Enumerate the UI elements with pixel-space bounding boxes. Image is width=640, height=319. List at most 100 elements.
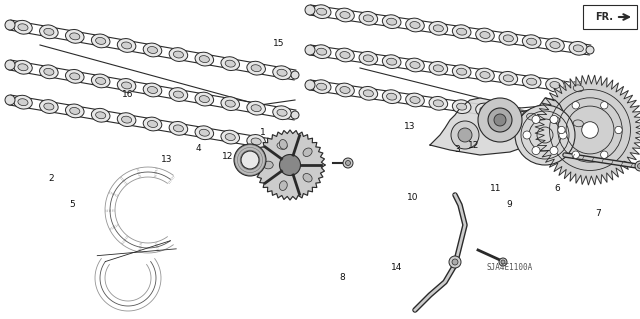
Circle shape bbox=[241, 151, 259, 169]
Circle shape bbox=[305, 5, 315, 15]
Circle shape bbox=[280, 154, 301, 175]
Circle shape bbox=[615, 126, 622, 134]
Ellipse shape bbox=[340, 52, 350, 58]
Ellipse shape bbox=[117, 39, 136, 52]
Text: SJA4E1100A: SJA4E1100A bbox=[487, 263, 533, 272]
Ellipse shape bbox=[527, 113, 537, 120]
Ellipse shape bbox=[277, 69, 287, 76]
Circle shape bbox=[600, 151, 608, 158]
FancyBboxPatch shape bbox=[583, 5, 637, 29]
Ellipse shape bbox=[225, 100, 236, 107]
Ellipse shape bbox=[70, 73, 80, 80]
Ellipse shape bbox=[251, 65, 261, 72]
Ellipse shape bbox=[550, 116, 560, 123]
Ellipse shape bbox=[480, 32, 490, 39]
Ellipse shape bbox=[199, 129, 209, 136]
Circle shape bbox=[494, 114, 506, 126]
Ellipse shape bbox=[18, 64, 28, 71]
Ellipse shape bbox=[95, 112, 106, 119]
Ellipse shape bbox=[433, 25, 444, 32]
Ellipse shape bbox=[273, 66, 291, 80]
Ellipse shape bbox=[92, 34, 110, 48]
Ellipse shape bbox=[122, 116, 132, 123]
Circle shape bbox=[451, 121, 479, 149]
Circle shape bbox=[586, 86, 594, 94]
Ellipse shape bbox=[546, 113, 564, 127]
Ellipse shape bbox=[13, 20, 32, 34]
Circle shape bbox=[488, 108, 512, 132]
Ellipse shape bbox=[452, 100, 471, 114]
Circle shape bbox=[305, 80, 315, 90]
Ellipse shape bbox=[143, 117, 162, 131]
Ellipse shape bbox=[40, 100, 58, 114]
Circle shape bbox=[5, 20, 15, 30]
Circle shape bbox=[5, 60, 15, 70]
Circle shape bbox=[550, 147, 558, 155]
Ellipse shape bbox=[382, 15, 401, 28]
Ellipse shape bbox=[336, 8, 355, 22]
Ellipse shape bbox=[279, 181, 287, 190]
Ellipse shape bbox=[527, 78, 537, 85]
Ellipse shape bbox=[40, 65, 58, 79]
Circle shape bbox=[499, 258, 507, 266]
Ellipse shape bbox=[65, 29, 84, 43]
Ellipse shape bbox=[195, 126, 214, 140]
Ellipse shape bbox=[410, 97, 420, 103]
Ellipse shape bbox=[312, 5, 331, 19]
Polygon shape bbox=[430, 98, 565, 155]
Text: 2: 2 bbox=[49, 174, 54, 183]
Ellipse shape bbox=[476, 28, 494, 42]
Ellipse shape bbox=[312, 80, 331, 93]
Text: 14: 14 bbox=[391, 263, 403, 272]
Ellipse shape bbox=[503, 110, 513, 117]
Ellipse shape bbox=[13, 95, 32, 109]
Ellipse shape bbox=[173, 125, 184, 132]
Ellipse shape bbox=[573, 45, 584, 52]
Circle shape bbox=[586, 46, 594, 54]
Ellipse shape bbox=[279, 139, 287, 149]
Circle shape bbox=[572, 151, 579, 158]
Ellipse shape bbox=[147, 86, 157, 93]
Ellipse shape bbox=[452, 65, 471, 78]
Ellipse shape bbox=[117, 78, 136, 92]
Circle shape bbox=[586, 121, 594, 129]
Ellipse shape bbox=[173, 51, 184, 58]
Ellipse shape bbox=[382, 55, 401, 69]
Ellipse shape bbox=[550, 41, 560, 48]
Circle shape bbox=[305, 45, 315, 55]
Ellipse shape bbox=[503, 35, 513, 42]
Text: 4: 4 bbox=[196, 144, 201, 153]
Text: 5: 5 bbox=[69, 200, 74, 209]
Ellipse shape bbox=[573, 120, 584, 127]
Circle shape bbox=[637, 164, 640, 168]
Ellipse shape bbox=[169, 48, 188, 62]
Ellipse shape bbox=[18, 99, 28, 106]
Ellipse shape bbox=[336, 48, 355, 62]
Circle shape bbox=[532, 115, 540, 123]
Circle shape bbox=[291, 111, 299, 119]
Ellipse shape bbox=[364, 55, 373, 62]
Ellipse shape bbox=[221, 97, 239, 110]
Circle shape bbox=[558, 126, 565, 134]
Ellipse shape bbox=[364, 15, 373, 22]
Ellipse shape bbox=[336, 83, 355, 97]
Ellipse shape bbox=[476, 103, 494, 117]
Ellipse shape bbox=[503, 75, 513, 82]
Ellipse shape bbox=[359, 86, 378, 100]
Ellipse shape bbox=[264, 161, 273, 169]
Ellipse shape bbox=[499, 107, 518, 120]
Ellipse shape bbox=[480, 107, 490, 114]
Ellipse shape bbox=[251, 138, 261, 145]
Ellipse shape bbox=[173, 91, 184, 98]
Circle shape bbox=[572, 102, 579, 109]
Ellipse shape bbox=[499, 32, 518, 45]
Text: FR.: FR. bbox=[595, 12, 613, 22]
Ellipse shape bbox=[522, 75, 541, 89]
Ellipse shape bbox=[569, 41, 588, 55]
Ellipse shape bbox=[317, 83, 327, 90]
Ellipse shape bbox=[273, 139, 291, 153]
Ellipse shape bbox=[303, 148, 312, 157]
Ellipse shape bbox=[221, 57, 239, 70]
Text: 7: 7 bbox=[596, 209, 601, 218]
Ellipse shape bbox=[569, 81, 588, 95]
